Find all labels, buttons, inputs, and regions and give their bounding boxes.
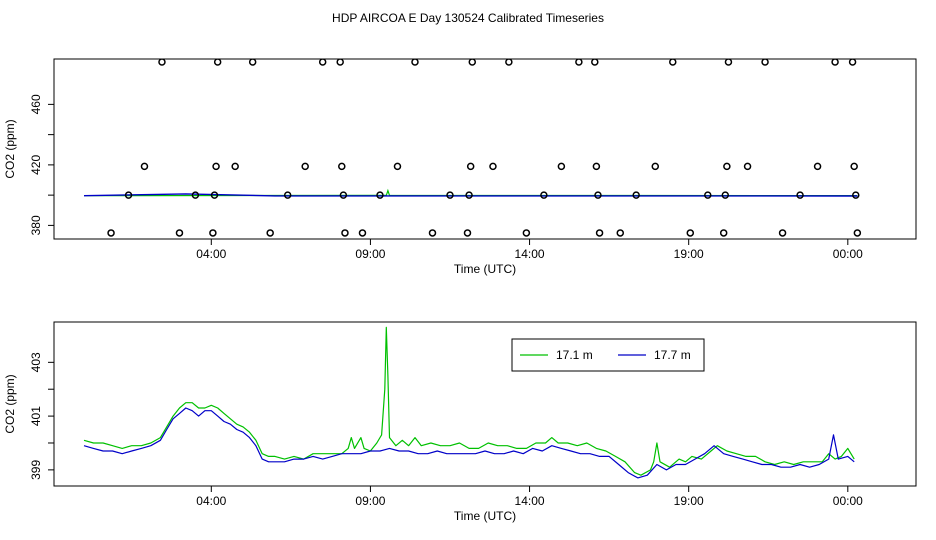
calibration-point <box>852 191 860 199</box>
calibration-point <box>191 191 200 199</box>
calibration-point <box>594 191 602 199</box>
figure-title: HDP AIRCOA E Day 130524 Calibrated Times… <box>332 11 604 25</box>
calibration-point <box>248 59 257 66</box>
calibration-point <box>813 162 822 171</box>
calibration-point <box>595 229 604 237</box>
y-tick-label: 401 <box>29 406 43 426</box>
y-tick-label: 420 <box>29 155 43 175</box>
calibration-point <box>209 229 217 237</box>
calibration-point <box>124 191 133 199</box>
calibration-point <box>213 59 222 66</box>
calibration-point <box>339 191 348 199</box>
calibration-point <box>341 229 349 237</box>
panel-calibrated-scatter: 04:00 09:00 14:00 19:00 00:00 380 420 460 Time (… <box>3 58 917 276</box>
calibration-point <box>466 162 475 171</box>
calibration-point <box>724 59 733 66</box>
calibration-point <box>489 162 497 171</box>
y-axis-label: CO2 (ppm) <box>3 374 17 433</box>
plot-area <box>83 59 862 237</box>
calibration-point <box>719 229 728 237</box>
calibration-point <box>283 191 292 199</box>
calibration-point <box>616 229 625 237</box>
calibration-point <box>210 191 219 199</box>
calibration-point <box>212 162 220 171</box>
x-tick-label: 19:00 <box>674 247 704 261</box>
calibration-point <box>848 59 857 66</box>
calibration-point <box>358 229 367 237</box>
calibration-point <box>575 59 583 66</box>
legend-entry-label: 17.7 m <box>654 348 691 362</box>
x-tick-label: 19:00 <box>674 494 704 508</box>
panel-co2-timeseries: 04:00 09:00 14:00 19:00 00:00 399 401 403 Time (… <box>3 321 917 523</box>
calibration-point <box>704 191 712 199</box>
calibration-point <box>686 229 695 237</box>
legend-box <box>511 338 705 372</box>
legend: 17.1 m 17.7 m <box>511 338 705 372</box>
series-line-17-7m <box>83 193 858 197</box>
plot-frame <box>53 321 917 487</box>
x-tick-label: 04:00 <box>196 247 226 261</box>
calibration-point <box>411 59 419 66</box>
x-tick-label: 00:00 <box>833 494 863 508</box>
calibration-point <box>231 162 239 171</box>
x-axis-label: Time (UTC) <box>454 262 516 276</box>
calibration-point <box>140 162 149 171</box>
calibration-point <box>463 229 472 237</box>
calibration-point <box>338 162 346 171</box>
x-tick-label: 09:00 <box>355 247 385 261</box>
calibration-point <box>465 191 473 199</box>
calibration-point <box>632 191 640 199</box>
calibration-point <box>446 191 454 199</box>
calibration-point <box>591 59 599 66</box>
plot-area <box>83 326 855 479</box>
calibration-point <box>723 162 731 171</box>
calibration-point <box>721 191 730 199</box>
y-tick-label: 399 <box>29 460 43 480</box>
series-line-17-1-m <box>83 326 855 476</box>
calibration-point <box>831 59 839 66</box>
calibration-point <box>336 59 344 66</box>
calibration-point <box>557 162 566 171</box>
calibration-point <box>669 59 677 66</box>
calibration-point <box>266 229 274 237</box>
x-axis-label: Time (UTC) <box>454 509 516 523</box>
x-tick-label: 09:00 <box>355 494 385 508</box>
y-tick-label: 403 <box>29 352 43 372</box>
calibration-point <box>301 162 309 171</box>
calibration-point <box>376 191 384 199</box>
calibration-point <box>175 229 184 237</box>
y-axis-label: CO2 (ppm) <box>3 119 17 178</box>
calibration-point <box>592 162 601 171</box>
calibration-point <box>107 229 115 237</box>
calibration-point <box>651 162 660 171</box>
y-tick-label: 460 <box>29 94 43 114</box>
x-tick-label: 14:00 <box>515 494 545 508</box>
calibration-point <box>505 59 513 66</box>
calibration-point <box>522 229 531 237</box>
calibration-point <box>393 162 402 171</box>
calibration-point <box>796 191 804 199</box>
calibration-point <box>743 162 752 171</box>
calibration-point <box>778 229 787 237</box>
calibration-point <box>761 59 769 66</box>
x-tick-label: 04:00 <box>196 494 226 508</box>
calibration-point <box>853 229 862 237</box>
calibration-point <box>468 59 477 66</box>
legend-entry-label: 17.1 m <box>556 348 593 362</box>
series-line-17-7-m <box>83 407 855 479</box>
y-tick-label: 380 <box>29 215 43 235</box>
calibration-point <box>428 229 437 237</box>
x-tick-label: 00:00 <box>833 247 863 261</box>
plot-frame <box>53 58 917 240</box>
calibration-point <box>850 162 858 171</box>
x-tick-label: 14:00 <box>515 247 545 261</box>
calibration-point <box>158 59 166 66</box>
calibration-point <box>318 59 327 66</box>
calibration-point <box>540 191 548 199</box>
